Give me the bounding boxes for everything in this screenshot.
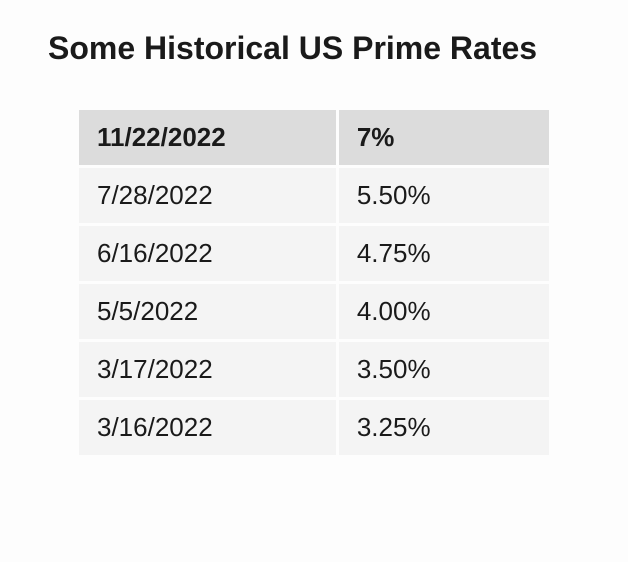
- rate-cell: 3.25%: [339, 400, 549, 455]
- table-row: 3/16/2022 3.25%: [79, 400, 549, 455]
- page-title: Some Historical US Prime Rates: [48, 30, 588, 67]
- table-row: 5/5/2022 4.00%: [79, 284, 549, 339]
- date-cell: 7/28/2022: [79, 168, 336, 223]
- rate-cell: 5.50%: [339, 168, 549, 223]
- table-row: 6/16/2022 4.75%: [79, 226, 549, 281]
- date-cell: 3/17/2022: [79, 342, 336, 397]
- table-row: 7/28/2022 5.50%: [79, 168, 549, 223]
- date-cell: 5/5/2022: [79, 284, 336, 339]
- header-date-cell: 11/22/2022: [79, 110, 336, 165]
- table-row: 3/17/2022 3.50%: [79, 342, 549, 397]
- rate-cell: 4.75%: [339, 226, 549, 281]
- rates-table: 11/22/2022 7% 7/28/2022 5.50% 6/16/2022 …: [76, 107, 552, 458]
- date-cell: 3/16/2022: [79, 400, 336, 455]
- rate-cell: 3.50%: [339, 342, 549, 397]
- date-cell: 6/16/2022: [79, 226, 336, 281]
- table-header-row: 11/22/2022 7%: [79, 110, 549, 165]
- header-rate-cell: 7%: [339, 110, 549, 165]
- rate-cell: 4.00%: [339, 284, 549, 339]
- rates-table-wrap: 11/22/2022 7% 7/28/2022 5.50% 6/16/2022 …: [40, 107, 588, 458]
